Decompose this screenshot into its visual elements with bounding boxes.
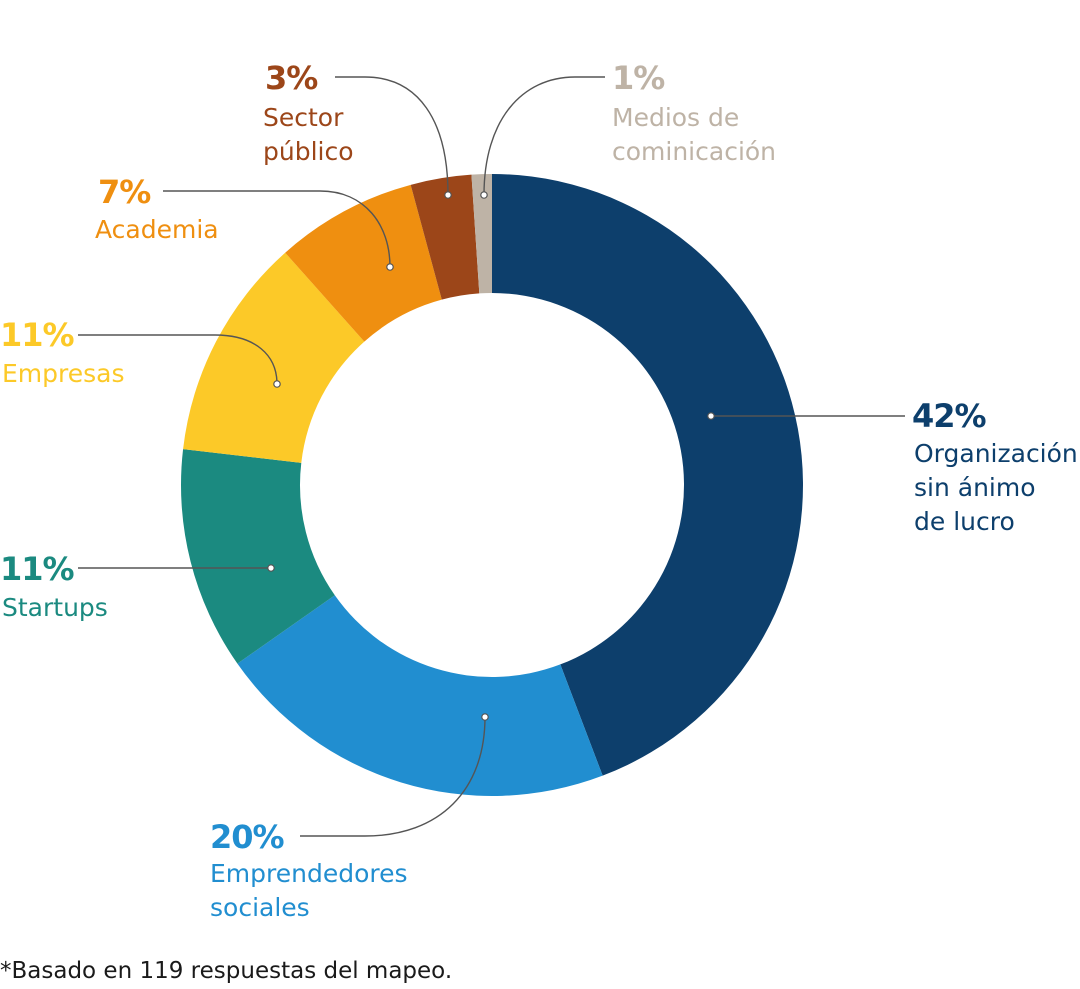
slice-4 — [183, 252, 365, 463]
footnote: *Basado en 119 respuestas del mapeo. — [0, 958, 453, 984]
leader-dot-6 — [444, 191, 452, 199]
leader-line-2 — [300, 716, 486, 837]
slice-category-label-1-line-3: de lucro — [914, 507, 1015, 536]
leader-dot-4 — [273, 380, 281, 388]
leader-dot-1 — [707, 412, 715, 420]
slice-category-label-4-line-1: Empresas — [2, 359, 125, 388]
slice-percent-label-5: 7% — [98, 173, 151, 211]
slice-category-label-2-line-2: sociales — [210, 893, 310, 922]
slice-6 — [410, 174, 480, 300]
leader-dot-7 — [480, 191, 488, 199]
slice-5 — [285, 184, 442, 342]
slice-percent-label-7: 1% — [612, 59, 665, 97]
leader-line-6 — [335, 76, 449, 196]
leader-line-4 — [78, 334, 278, 385]
slice-1 — [492, 174, 804, 776]
slice-percent-label-2: 20% — [210, 818, 285, 856]
slice-category-label-6-line-2: público — [263, 137, 354, 166]
slice-percent-label-6: 3% — [265, 59, 318, 97]
slice-percent-label-3: 11% — [0, 550, 75, 588]
slice-category-label-7-line-1: Medios de — [612, 103, 739, 132]
slice-category-label-5-line-1: Academia — [95, 215, 219, 244]
slice-3 — [180, 449, 335, 664]
slice-category-label-3-line-1: Startups — [2, 593, 108, 622]
slice-2 — [237, 595, 603, 796]
slice-category-label-1-line-1: Organización — [914, 439, 1078, 468]
slice-category-label-2-line-1: Emprendedores — [210, 859, 408, 888]
slice-7 — [471, 174, 492, 294]
leader-dot-3 — [267, 564, 275, 572]
slice-category-label-7-line-2: cominicación — [612, 137, 776, 166]
slice-category-label-1-line-2: sin ánimo — [914, 473, 1036, 502]
leader-line-7 — [483, 76, 605, 196]
slice-category-label-6-line-1: Sector — [263, 103, 344, 132]
leader-dot-2 — [481, 713, 489, 721]
leader-dot-5 — [386, 263, 394, 271]
slice-percent-label-1: 42% — [912, 397, 987, 435]
slice-percent-label-4: 11% — [0, 316, 75, 354]
leader-line-5 — [163, 190, 391, 268]
